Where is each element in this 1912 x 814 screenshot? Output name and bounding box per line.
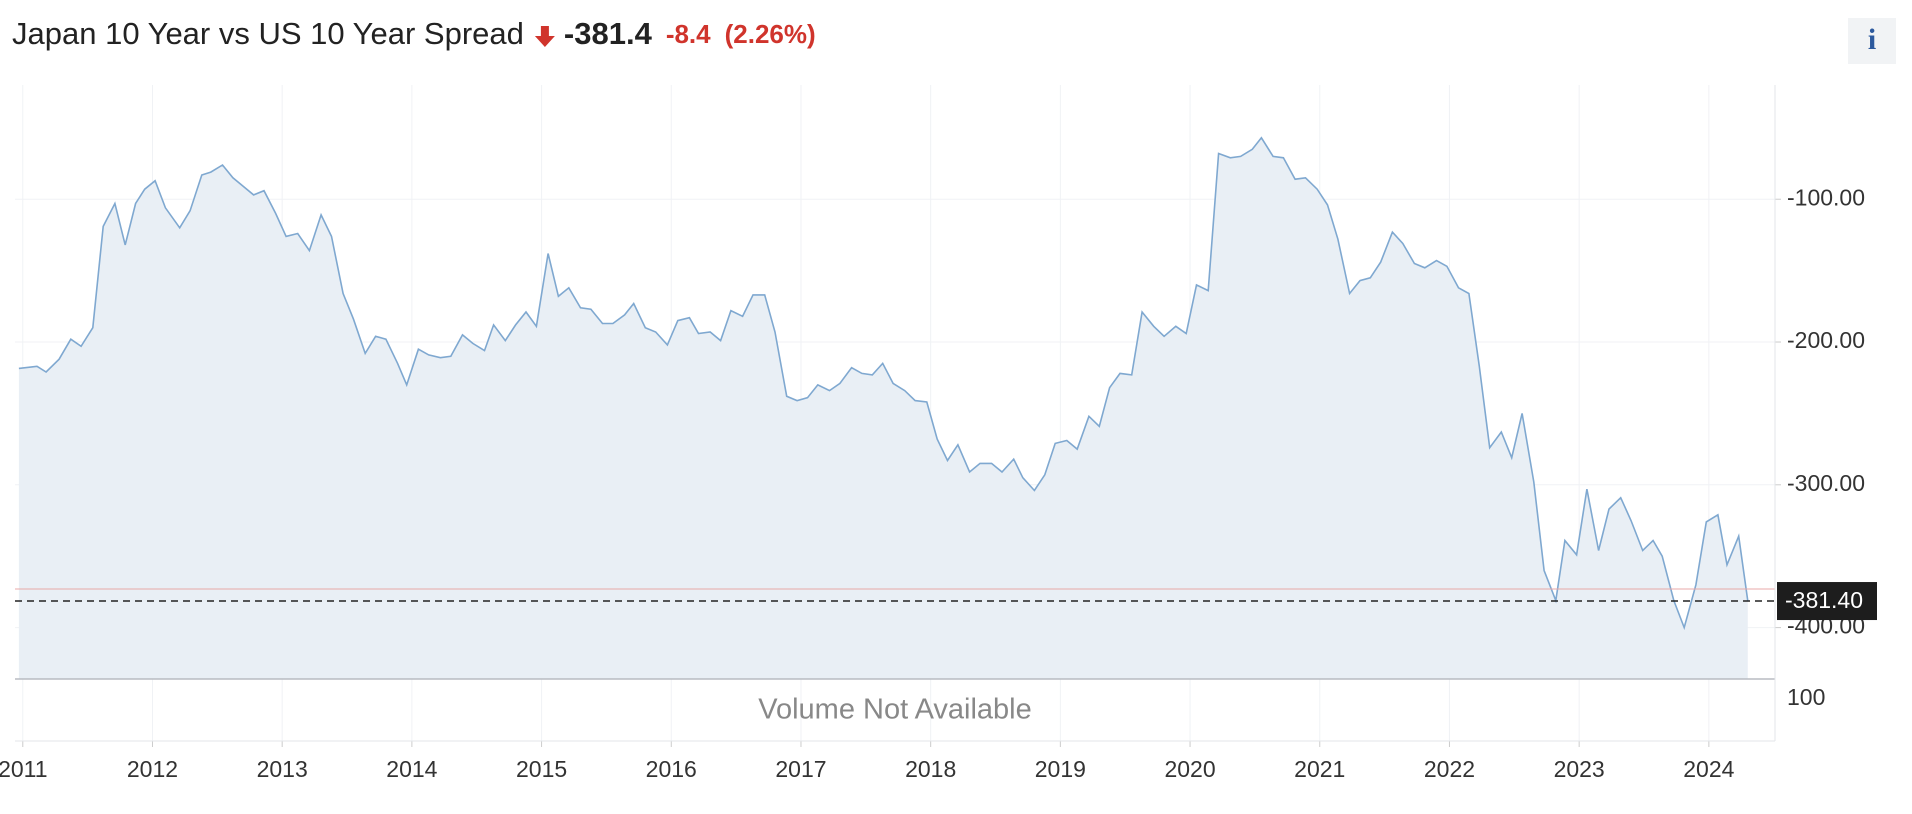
change-percent: (2.26%) — [725, 19, 816, 49]
y-tick-label: -200.00 — [1787, 327, 1865, 353]
x-tick-label: 2011 — [0, 756, 48, 782]
change: -8.4 — [666, 19, 711, 49]
x-tick-label: 2020 — [1164, 756, 1215, 782]
title: Japan 10 Year vs US 10 Year Spread — [12, 16, 524, 51]
x-tick-label: 2016 — [646, 756, 697, 782]
info-icon[interactable]: i — [1868, 23, 1876, 56]
volume-note: Volume Not Available — [758, 694, 1032, 726]
x-tick-label: 2013 — [257, 756, 308, 782]
x-tick-label: 2014 — [386, 756, 437, 782]
last-value-label: -381.40 — [1785, 587, 1863, 613]
x-tick-label: 2017 — [775, 756, 826, 782]
x-tick-label: 2023 — [1554, 756, 1605, 782]
x-tick-label: 2018 — [905, 756, 956, 782]
x-tick-label: 2021 — [1294, 756, 1345, 782]
x-tick-label: 2022 — [1424, 756, 1475, 782]
last-value-box — [1777, 582, 1877, 621]
y-tick-label: -100.00 — [1787, 184, 1865, 210]
area-line — [18, 136, 1749, 631]
x-tick-label: 2024 — [1683, 756, 1734, 782]
info-button[interactable] — [1848, 18, 1896, 64]
x-tick-label: 2019 — [1035, 756, 1086, 782]
down-arrow-icon — [534, 26, 555, 47]
area-fill — [18, 137, 1748, 680]
volume-tick-label: 100 — [1787, 684, 1825, 710]
x-tick-label: 2012 — [127, 756, 178, 782]
y-tick-label: -300.00 — [1787, 470, 1865, 496]
x-tick-label: 2015 — [516, 756, 567, 782]
price: -381.4 — [564, 16, 653, 51]
